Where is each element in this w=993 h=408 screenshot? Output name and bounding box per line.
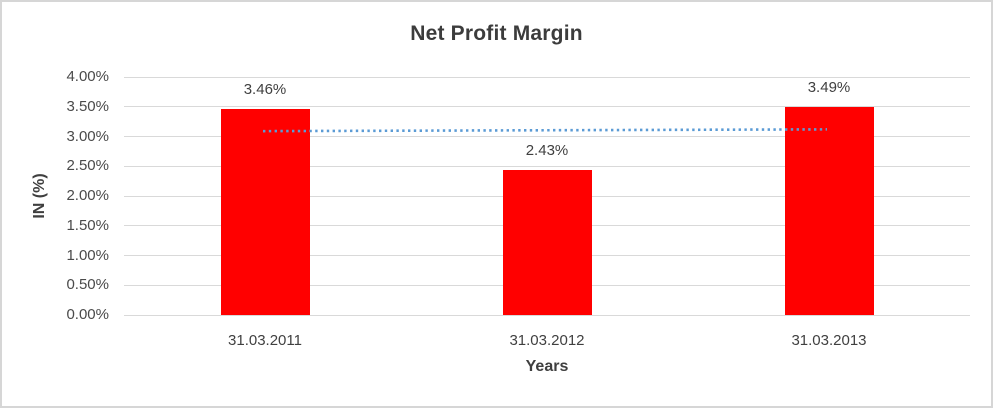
data-label: 3.46% — [243, 81, 287, 99]
y-axis-tick-label: 4.00% — [66, 68, 109, 85]
y-axis-tick-label: 0.50% — [66, 276, 109, 294]
bar-31.03.2011 — [220, 109, 310, 315]
chart-title: Net Profit Margin — [410, 22, 583, 45]
y-axis-tick-label: 3.00% — [66, 127, 109, 145]
y-axis-tick-label: 2.50% — [66, 157, 109, 175]
gridline — [124, 106, 970, 108]
bar-31.03.2012 — [502, 170, 592, 315]
y-axis-tick-label: 1.00% — [66, 246, 109, 264]
gridline — [124, 165, 970, 167]
trendline-dotted-line — [262, 128, 828, 133]
x-axis-category-label: 31.03.2011 — [228, 332, 302, 349]
gridline — [124, 136, 970, 137]
y-axis-tick-label: 0.00% — [66, 306, 109, 323]
y-axis-tick-label: 3.50% — [66, 97, 109, 115]
bar-31.03.2013 — [784, 107, 874, 315]
x-axis-category-label: 31.03.2012 — [509, 332, 585, 349]
x-axis-category-label: 31.03.2013 — [791, 332, 867, 349]
y-axis-tick-label: 2.00% — [66, 187, 109, 204]
y-axis-tick-label: 1.50% — [66, 216, 109, 234]
data-label: 2.43% — [525, 142, 569, 160]
x-axis-title: Years — [525, 358, 569, 375]
gridline — [124, 76, 970, 78]
gridline — [124, 314, 970, 316]
data-label: 3.49% — [807, 79, 851, 97]
